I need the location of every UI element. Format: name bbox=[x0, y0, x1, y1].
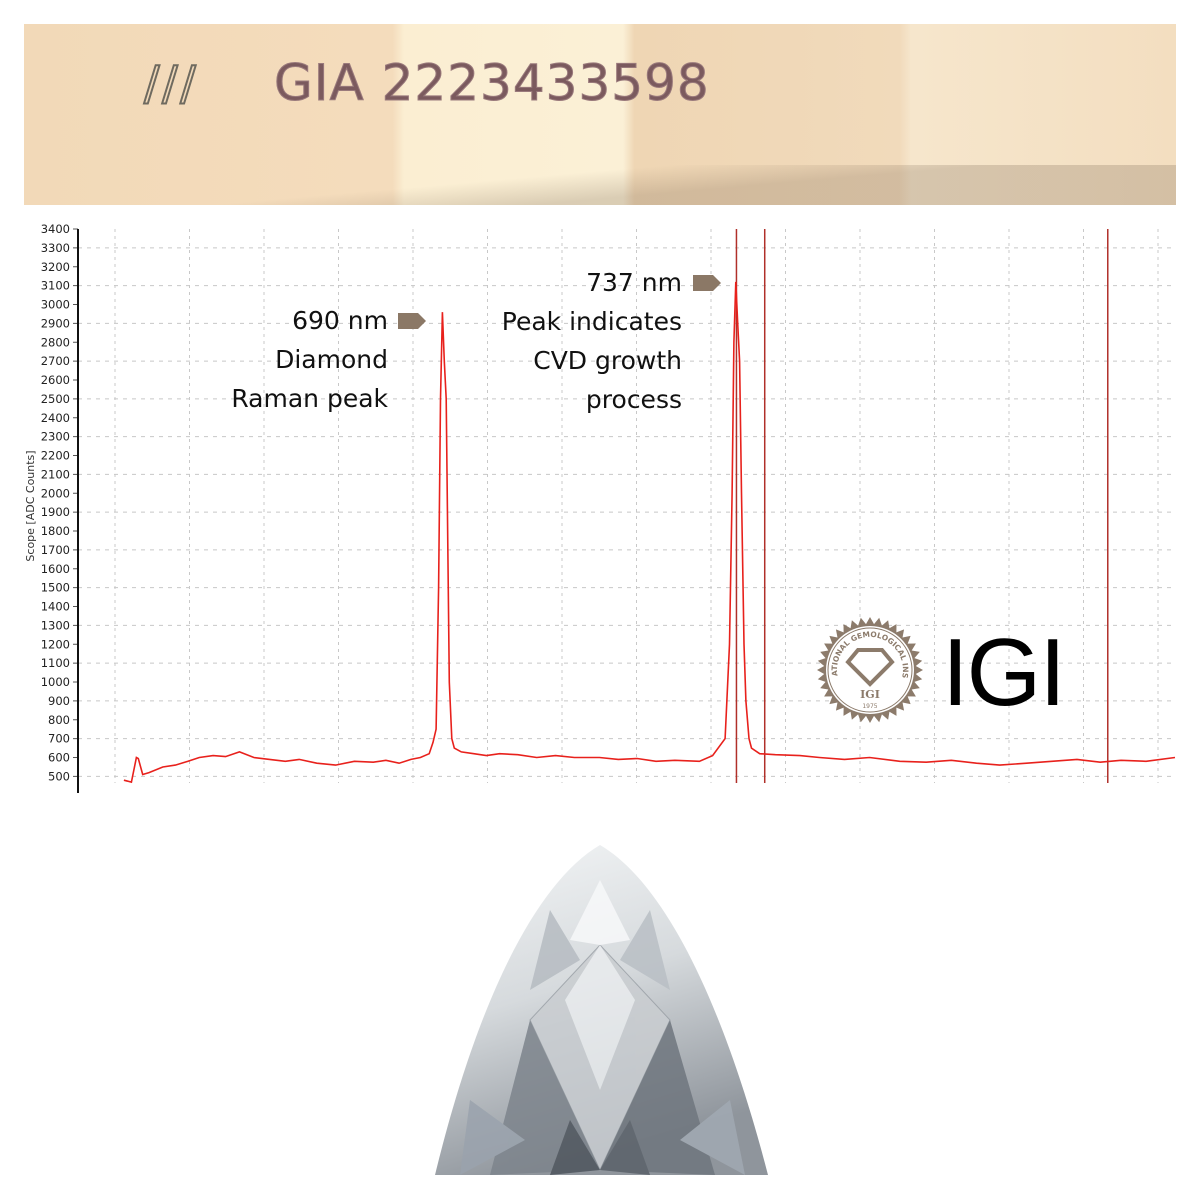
y-tick-label: 3200 bbox=[41, 260, 70, 274]
annotation-737-line-2: CVD growth bbox=[533, 346, 682, 375]
y-tick-label: 700 bbox=[48, 732, 70, 746]
y-tick-label: 600 bbox=[48, 751, 70, 765]
spectrum-chart: 500 600 700 800 900 1000 1100 1200 1300 1400 1500 1… bbox=[24, 222, 1176, 793]
igi-wordmark: IGI bbox=[942, 619, 1066, 726]
y-tick-label: 1700 bbox=[41, 543, 70, 557]
y-tick-label: 2700 bbox=[41, 354, 70, 368]
y-tick-label: 2000 bbox=[41, 486, 70, 500]
y-tick-label: 500 bbox=[48, 769, 70, 783]
y-tick-label: 2400 bbox=[41, 411, 70, 425]
y-axis-label: Scope [ADC Counts] bbox=[24, 450, 37, 561]
seal-year: 1975 bbox=[862, 703, 877, 710]
diamond-photo bbox=[435, 845, 768, 1175]
y-tick-label: 2200 bbox=[41, 449, 70, 463]
y-tick-label: 1300 bbox=[41, 618, 70, 632]
gia-inscription: GIA 2223433598 bbox=[274, 54, 710, 113]
y-tick-label: 2100 bbox=[41, 467, 70, 481]
inscription-photo: / / / GIA 2223433598 bbox=[24, 24, 1176, 205]
y-tick-label: 1500 bbox=[41, 581, 70, 595]
y-tick-label: 1400 bbox=[41, 600, 70, 614]
y-tick-label: 2300 bbox=[41, 430, 70, 444]
y-tick-label: 3000 bbox=[41, 298, 70, 312]
y-tick-label: 1800 bbox=[41, 524, 70, 538]
y-tick-label: 2500 bbox=[41, 392, 70, 406]
annotation-737-label: 737 nm bbox=[586, 268, 682, 297]
y-tick-label: 2800 bbox=[41, 335, 70, 349]
diamond-icon bbox=[845, 648, 895, 687]
y-tick-label: 800 bbox=[48, 713, 70, 727]
y-tick-label: 2600 bbox=[41, 373, 70, 387]
annotation-690-line-2: Raman peak bbox=[231, 384, 388, 413]
y-tick-label: 1900 bbox=[41, 505, 70, 519]
laser-marks: / / / bbox=[143, 55, 197, 111]
annotation-690-line-1: Diamond bbox=[275, 345, 388, 374]
arrow-tag-icon bbox=[398, 313, 426, 329]
y-tick-label: 900 bbox=[48, 694, 70, 708]
y-tick-label: 3100 bbox=[41, 279, 70, 293]
y-tick-label: 3400 bbox=[41, 222, 70, 236]
annotation-737: 737 nm Peak indicates CVD growth process bbox=[460, 263, 682, 419]
y-tick-label: 1600 bbox=[41, 562, 70, 576]
annotation-737-line-1: Peak indicates bbox=[501, 307, 682, 336]
annotation-690-label: 690 nm bbox=[292, 306, 388, 335]
y-tick-label: 1000 bbox=[41, 675, 70, 689]
photo-shadow bbox=[24, 165, 1176, 205]
igi-seal-logo: INTERNATIONAL GEMOLOGICAL INSTITUTE IGI … bbox=[817, 617, 923, 723]
annotation-690: 690 nm Diamond Raman peak bbox=[180, 301, 388, 418]
spectrum-line bbox=[123, 281, 1176, 784]
y-tick-label: 1200 bbox=[41, 637, 70, 651]
y-tick-label: 2900 bbox=[41, 316, 70, 330]
arrow-tag-icon bbox=[693, 275, 721, 291]
y-tick-label: 1100 bbox=[41, 656, 70, 670]
seal-monogram: IGI bbox=[860, 688, 880, 701]
annotation-737-line-3: process bbox=[585, 385, 682, 414]
y-tick-label: 3300 bbox=[41, 241, 70, 255]
